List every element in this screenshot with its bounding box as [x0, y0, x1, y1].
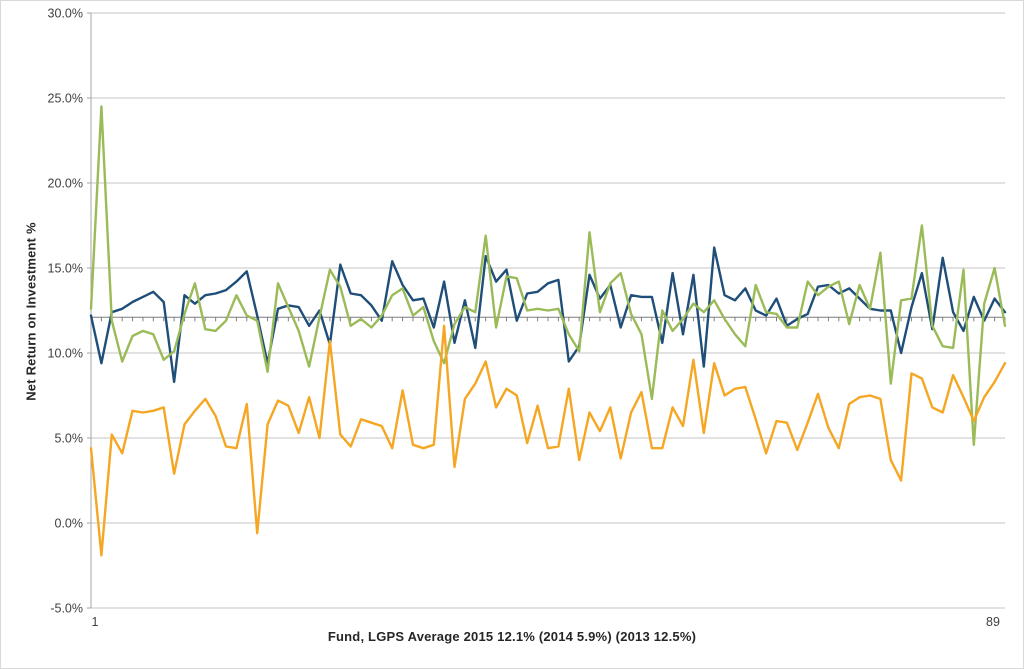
y-tick-label: -5.0% — [50, 602, 83, 616]
y-tick-label: 25.0% — [48, 92, 83, 106]
y-axis-title: Net Return on Investment % — [23, 222, 39, 401]
y-tick-label: 15.0% — [48, 262, 83, 276]
x-tick-label: 1 — [92, 615, 99, 629]
series-line-orange — [89, 324, 1007, 557]
y-tick-label: 30.0% — [48, 7, 83, 21]
series-line-green — [89, 105, 1007, 446]
y-tick-label: 10.0% — [48, 347, 83, 361]
y-tick-label: 0.0% — [55, 517, 84, 531]
y-tick-label: 20.0% — [48, 177, 83, 191]
x-axis-title: Fund, LGPS Average 2015 12.1% (2014 5.9%… — [327, 629, 697, 644]
series-line-navy — [89, 246, 1007, 384]
x-tick-label: 89 — [986, 615, 1000, 629]
y-tick-label: 5.0% — [55, 432, 84, 446]
